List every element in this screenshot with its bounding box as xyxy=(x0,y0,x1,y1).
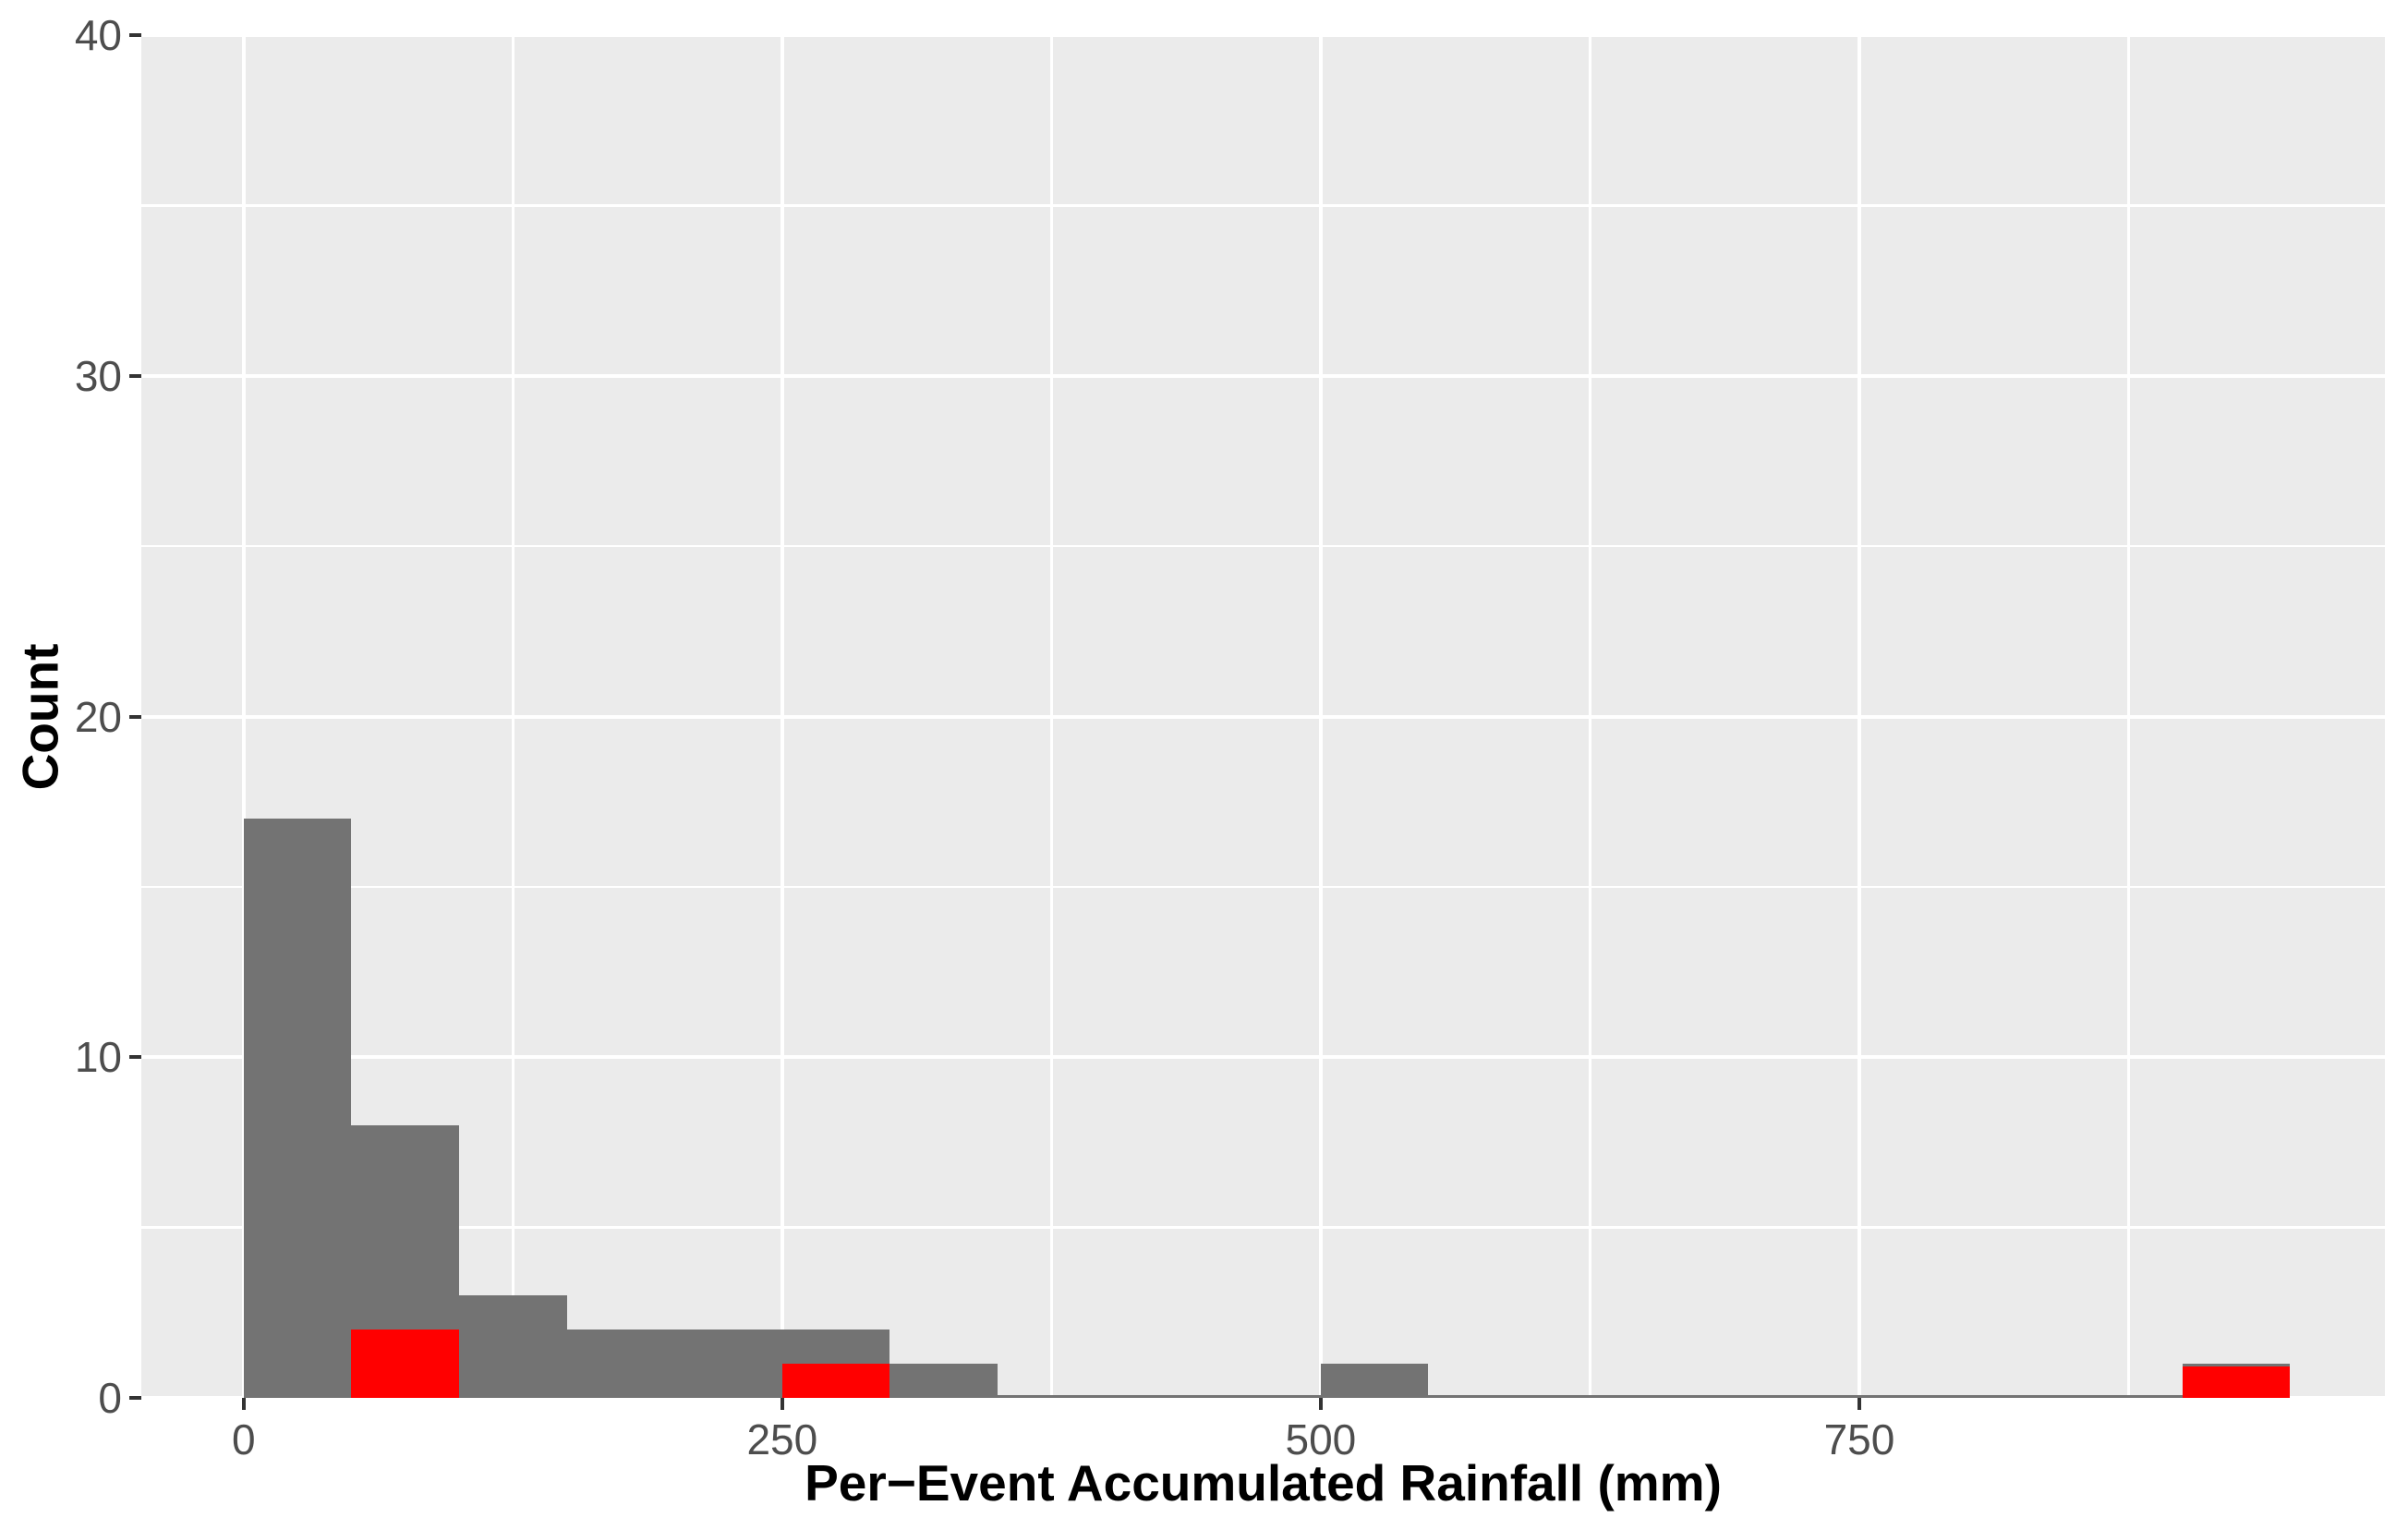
plot-panel xyxy=(141,35,2385,1398)
y-tick-mark xyxy=(129,1396,141,1400)
y-tick-mark xyxy=(129,33,141,37)
histogram-bar-gray xyxy=(1536,1395,1644,1398)
grid-minor-y xyxy=(141,885,2385,889)
histogram-bar-gray xyxy=(674,1330,782,1398)
histogram-bar-red xyxy=(782,1364,889,1398)
histogram-bar-gray xyxy=(1321,1364,1428,1398)
y-tick-label: 10 xyxy=(74,1033,122,1082)
histogram-bar-gray xyxy=(889,1364,998,1398)
x-tick-mark xyxy=(1857,1398,1861,1410)
histogram-bar-gray xyxy=(1967,1395,2075,1398)
y-tick-mark xyxy=(129,373,141,378)
histogram-bar-gray xyxy=(998,1395,1106,1398)
histogram-bar-gray xyxy=(1751,1395,1859,1398)
histogram-bar-gray xyxy=(244,819,351,1398)
histogram-bar-gray xyxy=(459,1295,567,1398)
histogram-bar-red xyxy=(351,1330,459,1398)
y-tick-label: 20 xyxy=(74,692,122,741)
histogram-bar-red xyxy=(2183,1366,2290,1398)
y-tick-label: 30 xyxy=(74,351,122,400)
histogram-bar-gray xyxy=(1859,1395,1967,1398)
y-tick-mark xyxy=(129,714,141,719)
grid-minor-y xyxy=(141,204,2385,207)
y-axis-title: Count xyxy=(11,643,69,791)
grid-major-y xyxy=(141,35,2385,37)
y-tick-mark xyxy=(129,1055,141,1060)
histogram-bar-gray xyxy=(1644,1395,1751,1398)
x-tick-mark xyxy=(1318,1398,1323,1410)
grid-major-y xyxy=(141,373,2385,378)
x-axis-title: Per−Event Accumulated Rainfall (mm) xyxy=(805,1454,1722,1512)
grid-major-y xyxy=(141,1055,2385,1060)
histogram-bar-gray xyxy=(1213,1395,1321,1398)
x-tick-mark xyxy=(241,1398,246,1410)
y-tick-label: 0 xyxy=(98,1374,122,1422)
histogram-bar-gray xyxy=(1106,1395,1213,1398)
histogram-bar-gray xyxy=(1428,1395,1536,1398)
grid-minor-y xyxy=(141,1226,2385,1229)
grid-minor-y xyxy=(141,544,2385,548)
x-tick-label: 750 xyxy=(1823,1415,1895,1463)
x-tick-label: 0 xyxy=(231,1415,256,1463)
x-tick-label: 250 xyxy=(746,1415,818,1463)
histogram-bar-gray xyxy=(567,1330,674,1398)
grid-major-y xyxy=(141,714,2385,719)
x-tick-mark xyxy=(780,1398,784,1410)
y-tick-label: 40 xyxy=(74,11,122,59)
x-tick-label: 500 xyxy=(1285,1415,1357,1463)
histogram-bar-gray xyxy=(2075,1395,2183,1398)
